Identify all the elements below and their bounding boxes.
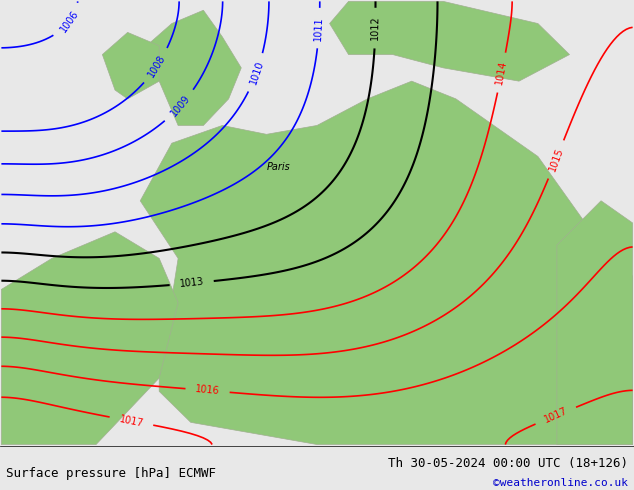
Text: 1009: 1009 bbox=[169, 94, 191, 119]
Text: Th 30-05-2024 00:00 UTC (18+126): Th 30-05-2024 00:00 UTC (18+126) bbox=[387, 457, 628, 470]
Text: 1008: 1008 bbox=[146, 53, 167, 79]
Text: 1017: 1017 bbox=[543, 406, 569, 425]
Text: 1017: 1017 bbox=[119, 414, 145, 428]
Text: ©weatheronline.co.uk: ©weatheronline.co.uk bbox=[493, 478, 628, 488]
Text: 1011: 1011 bbox=[313, 16, 325, 41]
Text: Surface pressure [hPa] ECMWF: Surface pressure [hPa] ECMWF bbox=[6, 467, 216, 480]
Text: Paris: Paris bbox=[266, 162, 290, 172]
Text: 1014: 1014 bbox=[495, 60, 508, 86]
Text: 1015: 1015 bbox=[547, 146, 565, 173]
Text: 1013: 1013 bbox=[179, 277, 204, 290]
Text: 1010: 1010 bbox=[248, 59, 265, 86]
Text: 1012: 1012 bbox=[370, 16, 380, 41]
Text: 1006: 1006 bbox=[58, 8, 81, 34]
Text: 1016: 1016 bbox=[195, 384, 220, 396]
